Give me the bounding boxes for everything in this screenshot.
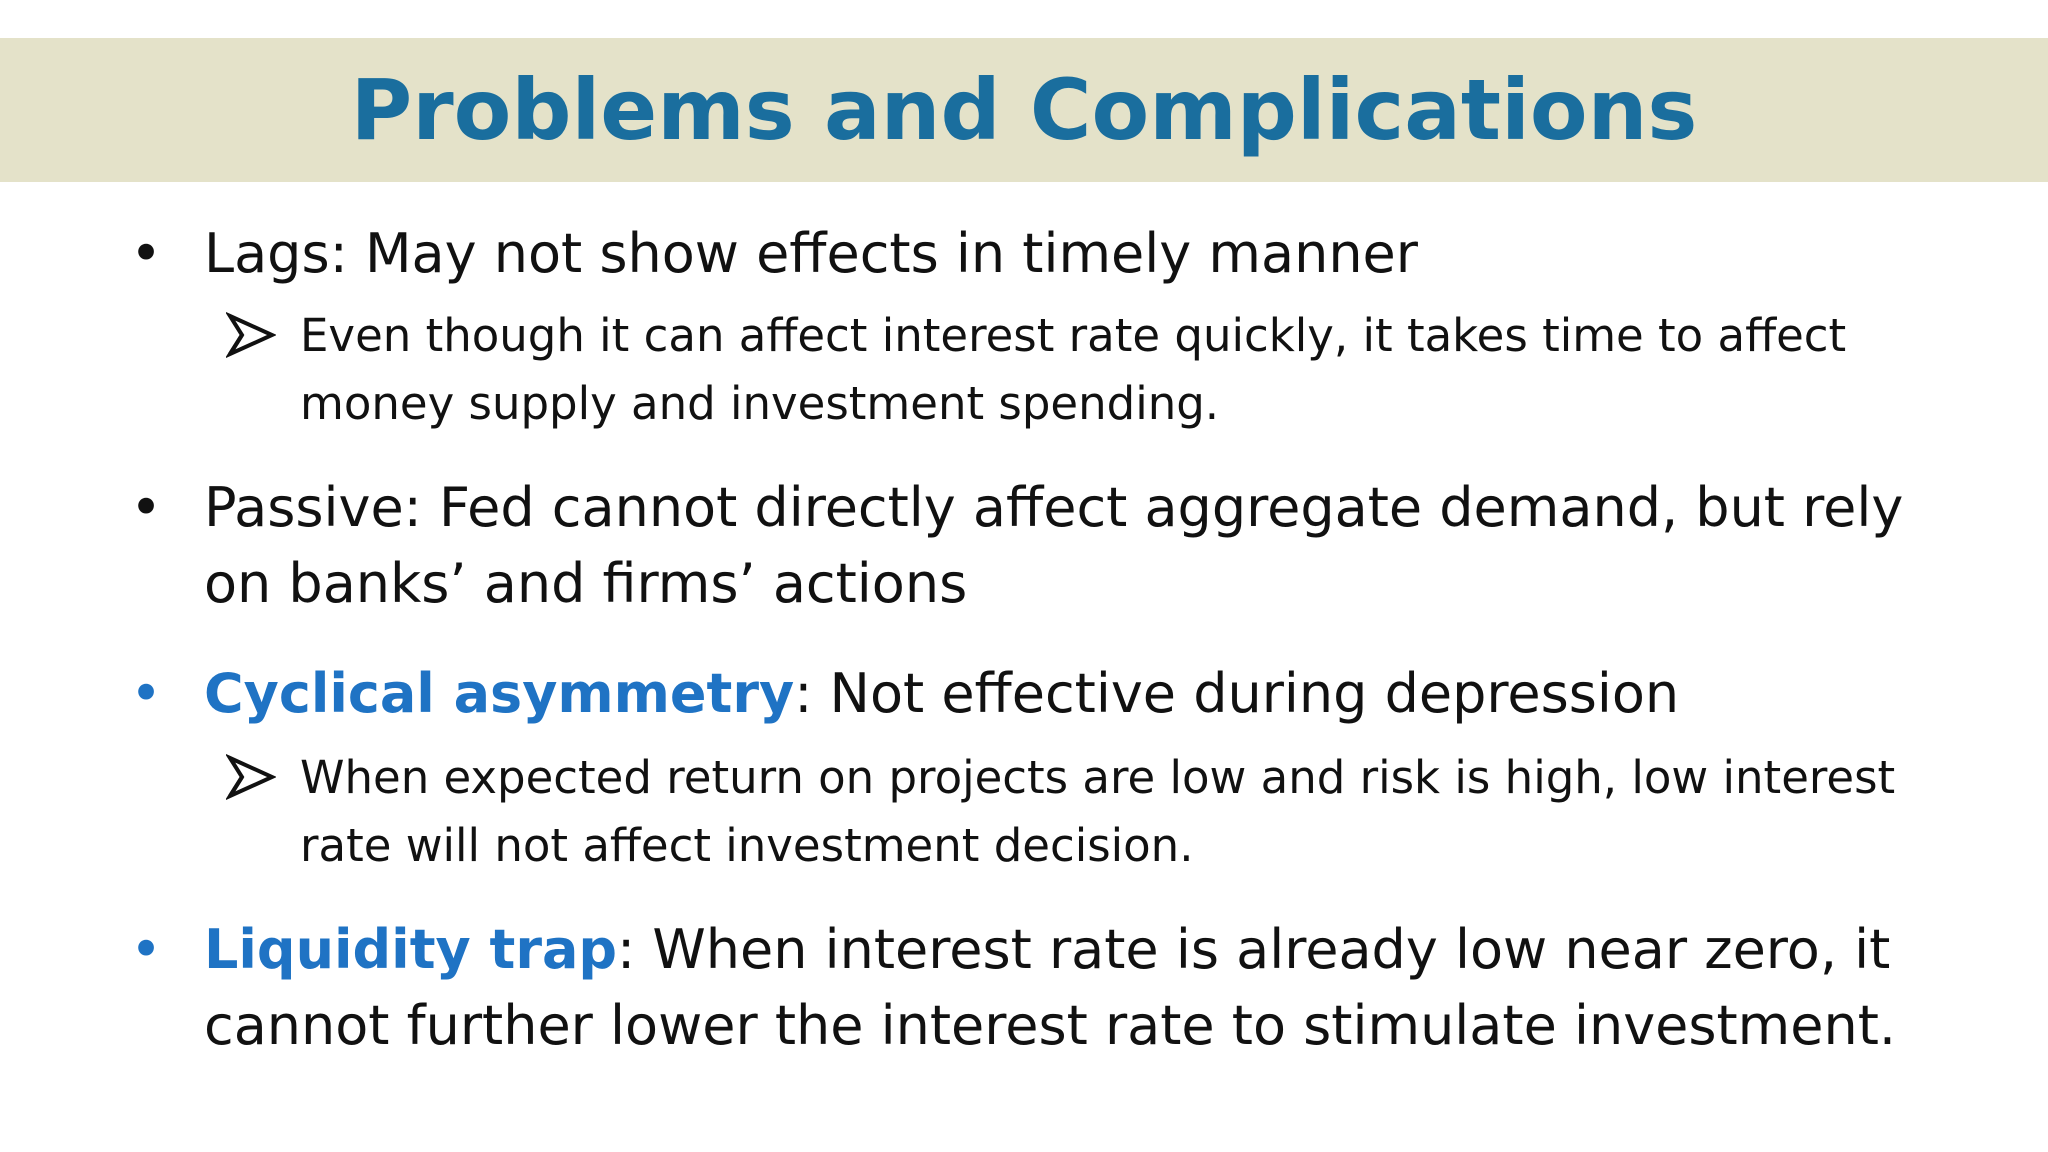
arrow-bullet-icon — [226, 753, 276, 801]
arrow-bullet-icon — [226, 311, 276, 359]
bullet-cyclical-asymmetry: • Cyclical asymmetry: Not effective duri… — [130, 656, 1984, 732]
bullet-text: : Not effective during depression — [794, 662, 1680, 725]
sub-bullet-lags: Even though it can affect interest rate … — [226, 302, 1960, 438]
bullet-dot-icon: • — [130, 918, 162, 981]
bullet-text: Lags: May not show effects in timely man… — [204, 222, 1418, 285]
sub-bullet-text: Even though it can affect interest rate … — [300, 309, 1847, 430]
slide-title: Problems and Complications — [350, 61, 1698, 159]
bullet-passive: • Passive: Fed cannot directly affect ag… — [130, 470, 1984, 622]
bullet-term: Liquidity trap — [204, 918, 618, 981]
bullet-dot-icon: • — [130, 222, 162, 285]
bullet-lags: • Lags: May not show effects in timely m… — [130, 216, 1984, 292]
bullet-dot-icon: • — [130, 662, 162, 725]
bullet-text: Passive: Fed cannot directly affect aggr… — [204, 476, 1904, 615]
sub-bullet-text: When expected return on projects are low… — [300, 751, 1896, 872]
bullet-term: Cyclical asymmetry — [204, 662, 795, 725]
bullet-liquidity-trap: • Liquidity trap: When interest rate is … — [130, 912, 1984, 1064]
bullet-text: : When interest rate is already low near… — [204, 918, 1897, 1057]
bullet-dot-icon: • — [130, 476, 162, 539]
sub-bullet-cyclical-asymmetry: When expected return on projects are low… — [226, 744, 1960, 880]
title-band: Problems and Complications — [0, 38, 2048, 182]
